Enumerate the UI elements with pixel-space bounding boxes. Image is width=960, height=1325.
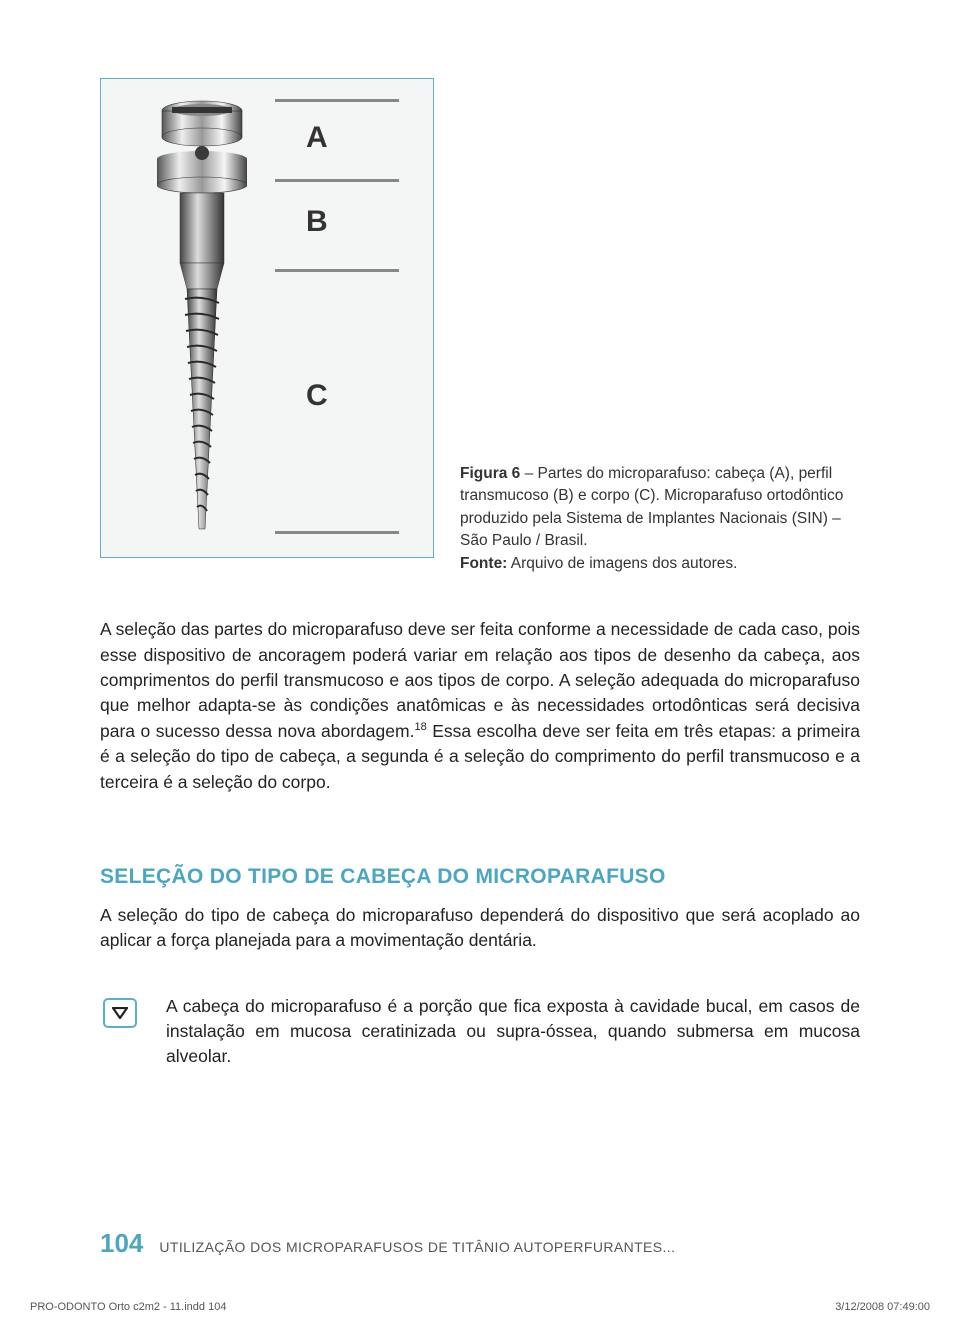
figure-fonte-label: Fonte:	[460, 555, 507, 572]
figure-label-prefix: Figura 6	[460, 465, 520, 482]
screw-illustration	[157, 99, 247, 539]
figure-6-frame: A B C	[100, 78, 434, 558]
callout-icon-holder	[100, 994, 140, 1070]
marker-label-a: A	[306, 121, 328, 155]
marker-line-ab	[275, 179, 399, 182]
callout-text: A cabeça do microparafuso é a porção que…	[166, 994, 860, 1070]
print-footer: PRO-ODONTO Orto c2m2 - 11.indd 104 3/12/…	[30, 1301, 930, 1313]
running-footer: 104 UTILIZAÇÃO DOS MICROPARAFUSOS DE TIT…	[100, 1228, 675, 1259]
section-paragraph: A seleção do tipo de cabeça do micropara…	[100, 903, 860, 954]
marker-line-top	[275, 99, 399, 102]
marker-label-b: B	[306, 205, 328, 239]
running-title: UTILIZAÇÃO DOS MICROPARAFUSOS DE TITÂNIO…	[159, 1239, 675, 1255]
marker-line-bottom	[275, 531, 399, 534]
print-footer-left: PRO-ODONTO Orto c2m2 - 11.indd 104	[30, 1301, 226, 1313]
figure-fonte-text: Arquivo de imagens dos autores.	[507, 555, 737, 572]
figure-6-caption: Figura 6 – Partes do microparafuso: cabe…	[460, 78, 860, 575]
page-number: 104	[100, 1228, 143, 1259]
marker-label-c: C	[306, 379, 328, 413]
figure-6-row: A B C Figura 6 – Partes do microparafuso…	[100, 78, 860, 575]
print-footer-right: 3/12/2008 07:49:00	[835, 1301, 930, 1313]
body-sup: 18	[414, 721, 426, 733]
section-title: SELEÇÃO DO TIPO DE CABEÇA DO MICROPARAFU…	[100, 865, 860, 889]
body-paragraph: A seleção das partes do microparafuso de…	[100, 617, 860, 795]
marker-line-bc	[275, 269, 399, 272]
callout-box: A cabeça do microparafuso é a porção que…	[100, 994, 860, 1070]
triangle-down-icon	[103, 998, 137, 1028]
